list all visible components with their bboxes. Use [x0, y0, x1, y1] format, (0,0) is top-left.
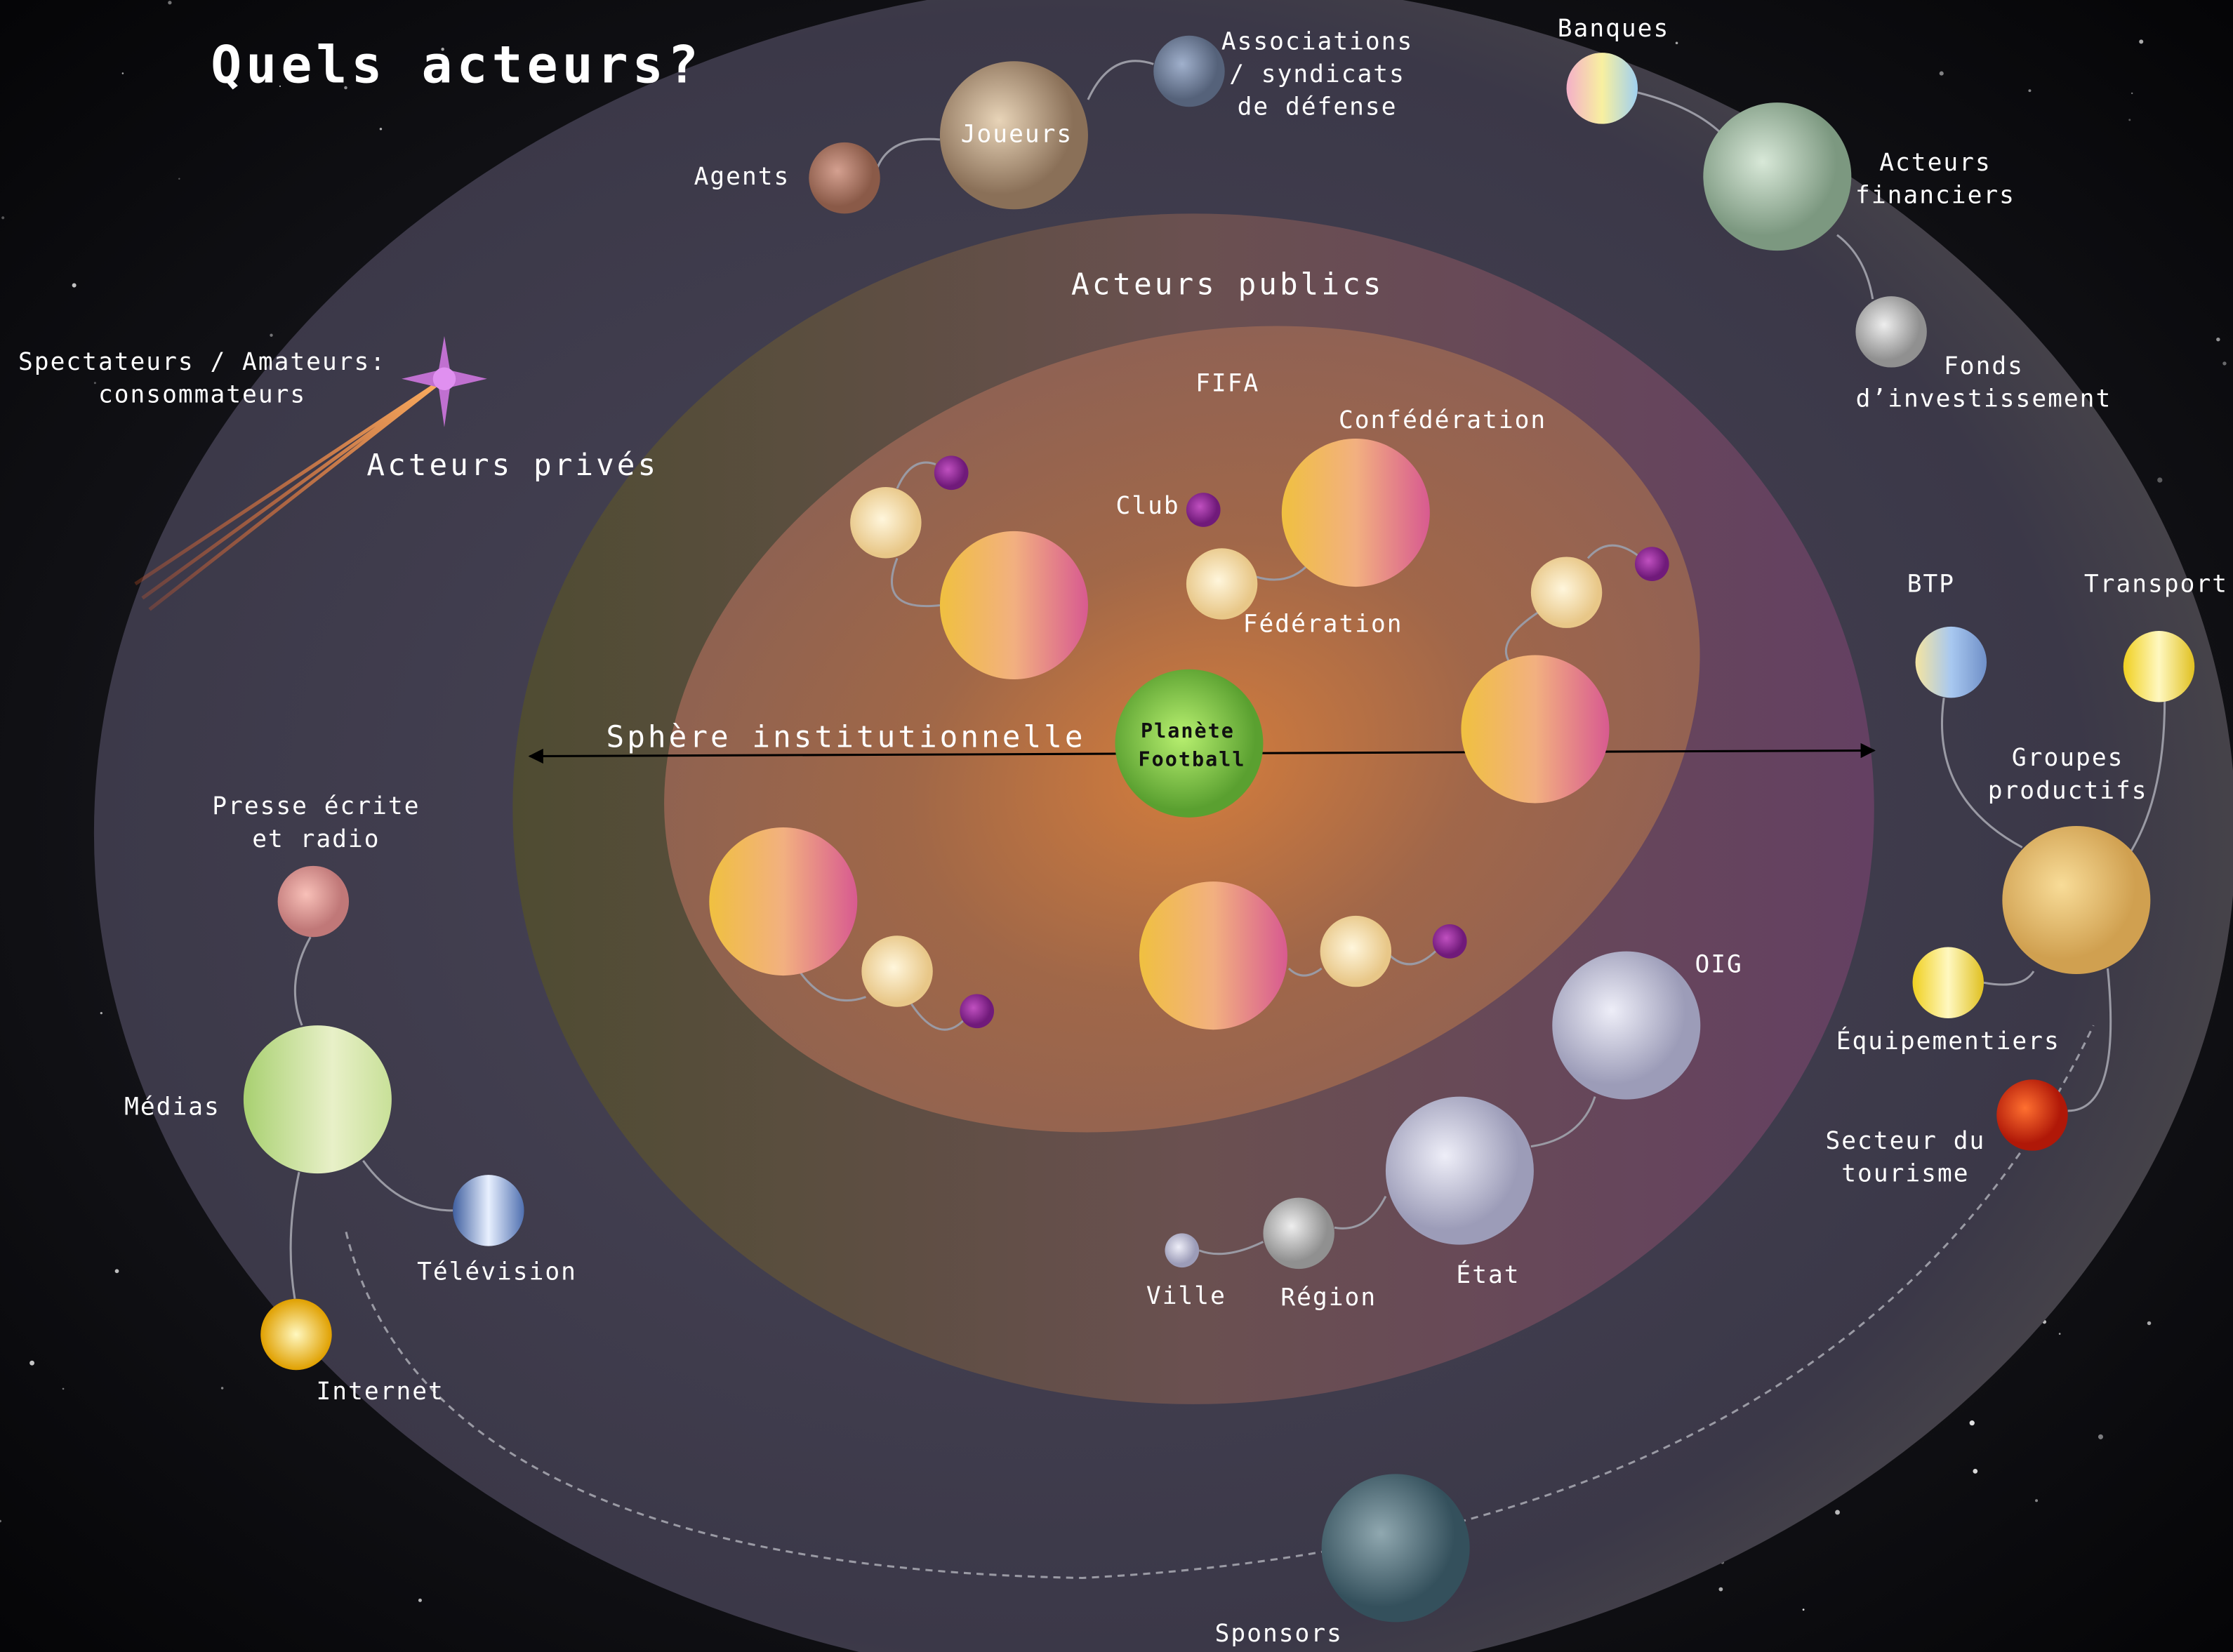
actor-label: État	[1456, 1260, 1520, 1289]
star	[2131, 93, 2133, 94]
star	[2216, 338, 2220, 341]
zone-label: Acteurs privés	[366, 448, 658, 483]
title: Quels acteurs?	[211, 35, 703, 95]
zone-label: Acteurs publics	[1071, 267, 1384, 302]
star	[2028, 89, 2031, 92]
actor-label: Ville	[1146, 1282, 1226, 1310]
actor-label: Joueurs	[961, 120, 1073, 148]
actor-label: Agents	[694, 163, 790, 191]
actor-label: Groupes	[2012, 744, 2124, 772]
star	[270, 333, 272, 336]
actor-label: de défense	[1238, 93, 1398, 121]
star	[1803, 1608, 1805, 1611]
star	[380, 128, 382, 130]
actor-label: Secteur du	[1825, 1127, 1985, 1155]
star	[1, 216, 4, 219]
actor-label: Internet	[317, 1378, 444, 1406]
actor-label: Acteurs	[1879, 149, 1992, 177]
actor-label: productifs	[1988, 777, 2148, 805]
star	[2128, 119, 2131, 121]
star	[1940, 72, 1944, 76]
actor-label: consommateurs	[98, 381, 306, 409]
actor-label: / syndicats	[1229, 60, 1405, 88]
star	[178, 178, 180, 180]
actor-label: tourisme	[1841, 1160, 1969, 1188]
actor-label: d’investissement	[1856, 385, 2112, 413]
actor-label: BTP	[1907, 571, 1955, 599]
page: Quels acteurs? Acteurs privés Acteurs pu…	[0, 0, 2233, 1652]
star	[1970, 1420, 1975, 1425]
star	[2035, 1499, 2038, 1502]
actor-label: et radio	[252, 825, 380, 853]
star	[1718, 1587, 1723, 1592]
star	[418, 1599, 422, 1602]
actor-label: Associations	[1221, 27, 1413, 55]
actor-label: financiers	[1855, 182, 2015, 210]
star	[72, 284, 77, 288]
star	[1835, 1510, 1840, 1515]
center-label: Football	[1139, 748, 1246, 771]
star	[100, 1012, 102, 1014]
diagram: Quels acteurs? Acteurs privés Acteurs pu…	[0, 0, 2233, 1652]
star	[2139, 39, 2143, 44]
zone-label: FIFA	[1195, 369, 1259, 397]
star	[221, 1387, 223, 1389]
center-label: Planète	[1141, 719, 1235, 742]
star	[168, 1, 171, 4]
star	[1973, 1469, 1977, 1474]
actor-label: Fonds	[1944, 352, 2024, 380]
star	[2059, 1333, 2061, 1335]
actor-label: Transport	[2084, 571, 2228, 599]
actor-label: Sponsors	[1215, 1620, 1343, 1648]
actor-label: Presse écrite	[212, 792, 420, 820]
actor-label: Spectateurs / Amateurs:	[18, 348, 386, 376]
star	[115, 1269, 119, 1273]
zone-label: Sphère institutionnelle	[607, 720, 1086, 755]
star	[2222, 361, 2226, 365]
star	[94, 382, 96, 384]
actor-label: Télévision	[417, 1258, 577, 1286]
actor-label: Fédération	[1243, 610, 1403, 638]
star	[1676, 41, 1678, 44]
star	[62, 1388, 65, 1390]
actor-label: Banques	[1558, 15, 1670, 43]
star	[2147, 1321, 2152, 1326]
star	[122, 72, 124, 74]
actor-label: Confédération	[1339, 406, 1546, 434]
actor-label: Club	[1116, 492, 1180, 520]
actor-label: Région	[1280, 1284, 1377, 1312]
star	[2098, 1434, 2103, 1439]
actor-label: Médias	[124, 1093, 220, 1121]
actor-label: Équipementiers	[1836, 1027, 2060, 1055]
star	[29, 1361, 34, 1366]
actor-label: OIG	[1695, 950, 1742, 978]
star	[2157, 477, 2162, 482]
